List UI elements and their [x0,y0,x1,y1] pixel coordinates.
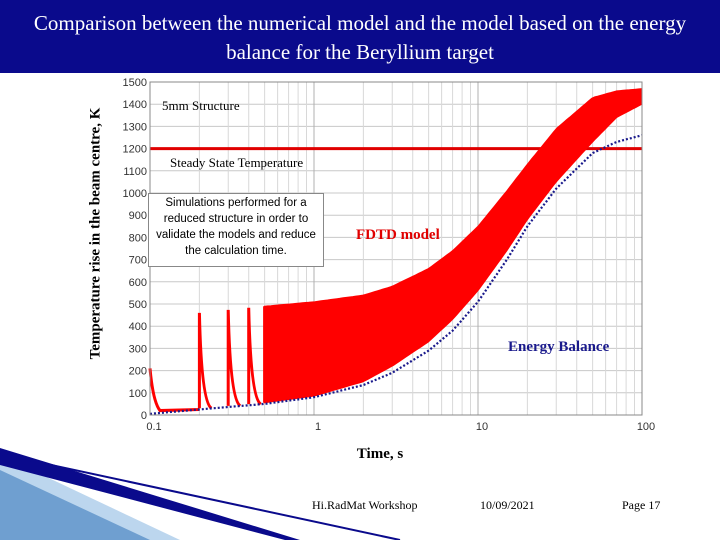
footer-stripe-mid [0,470,150,540]
annotation-energy-balance: Energy Balance [508,339,610,355]
y-tick-label: 1100 [123,166,147,178]
slide-title: Comparison between the numerical model a… [33,11,687,64]
footer-line [0,453,401,540]
footer-decoration [0,448,401,540]
x-tick-label: 100 [637,421,655,433]
energy-balance-line [149,134,643,415]
annotation-fdtd-model: FDTD model [356,227,440,243]
y-tick-label: 1200 [123,144,147,156]
fdtd-pulses [148,307,262,413]
y-tick-label: 400 [129,321,147,333]
x-tick-label: 0.1 [146,421,161,433]
x-axis-label: Time, s [356,446,404,462]
y-tick-label: 800 [129,232,147,244]
y-tick-label: 1500 [123,77,147,89]
annotation-steady-state: Steady State Temperature [170,155,304,170]
chart-series [148,88,643,415]
annotation-5mm-structure: 5mm Structure [162,98,240,113]
y-tick-label: 100 [129,388,147,400]
simulation-note: Simulations performed for a reduced stru… [148,193,324,267]
y-tick-label: 900 [129,210,147,222]
fdtd-spikes [263,300,323,403]
y-tick-label: 0 [141,410,147,422]
x-tick-label: 10 [476,421,488,433]
footer-event: Hi.RadMat Workshop [312,498,418,512]
y-tick-label: 1300 [123,121,147,133]
y-tick-label: 200 [129,366,147,378]
footer-date: 10/09/2021 [480,498,535,512]
y-tick-label: 700 [129,255,147,267]
y-tick-label: 1000 [123,188,147,200]
y-tick-labels: 0 100 200 300 400 500 600 700 800 900 1000 1100 1200… [123,77,147,422]
x-tick-label: 1 [315,421,321,433]
y-tick-label: 600 [129,277,147,289]
y-tick-label: 1400 [123,99,147,111]
y-tick-label: 500 [129,299,147,311]
footer-page: Page 17 [622,498,661,512]
slide-header [0,0,720,73]
x-tick-labels: 0.1 1 10 100 [146,421,655,433]
y-tick-label: 300 [129,343,147,355]
